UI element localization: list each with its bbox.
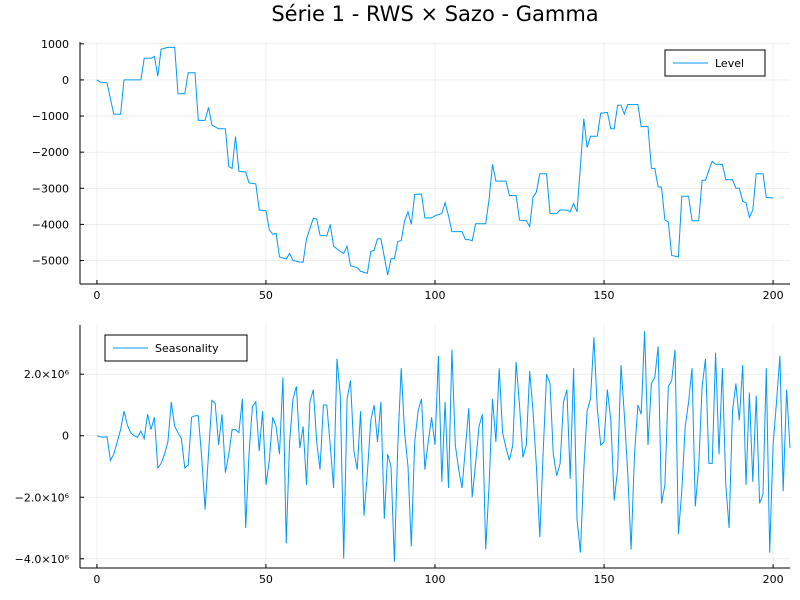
x-tick-label: 50: [259, 289, 273, 302]
x-tick-label: 100: [425, 573, 446, 586]
legend: Seasonality: [104, 334, 248, 362]
y-tick-label: 0: [62, 430, 69, 443]
x-tick-label: 100: [425, 289, 446, 302]
y-tick-label: −5000: [32, 255, 69, 268]
grid: [80, 42, 790, 284]
legend-label: Seasonality: [155, 342, 219, 355]
series-line-level: [96, 46, 774, 276]
y-tick-label: 1000: [41, 38, 69, 51]
y-tick-label: −4000: [32, 218, 69, 231]
y-tick-label: −2000: [32, 146, 69, 159]
y-tick-label: −1000: [32, 110, 69, 123]
seasonality-panel: 0 50 100 150 200 2.0×10⁶ 0 −2.0×10⁶ −4.0×10⁶ Seas…: [15, 325, 791, 586]
level-panel: 0 50 100 150 200 1000 0 −1000 −2000 −3000 −4000 −50…: [32, 38, 790, 302]
x-tick-label: 150: [594, 289, 615, 302]
legend: Level: [664, 49, 766, 77]
y-tick-label: −4.0×10⁶: [15, 553, 70, 566]
x-tick-label: 50: [259, 573, 273, 586]
chart-title: Série 1 - RWS × Sazo - Gamma: [271, 2, 598, 26]
series-line-seasonality: [96, 331, 791, 562]
y-tick-label: 0: [62, 74, 69, 87]
y-tick-label: 2.0×10⁶: [24, 368, 70, 381]
x-tick-label: 150: [594, 573, 615, 586]
y-tick-label: −3000: [32, 182, 69, 195]
x-tick-label: 0: [93, 289, 100, 302]
legend-label: Level: [715, 57, 744, 70]
x-tick-label: 200: [763, 573, 784, 586]
x-tick-label: 0: [93, 573, 100, 586]
y-tick-label: −2.0×10⁶: [15, 491, 70, 504]
x-tick-label: 200: [763, 289, 784, 302]
